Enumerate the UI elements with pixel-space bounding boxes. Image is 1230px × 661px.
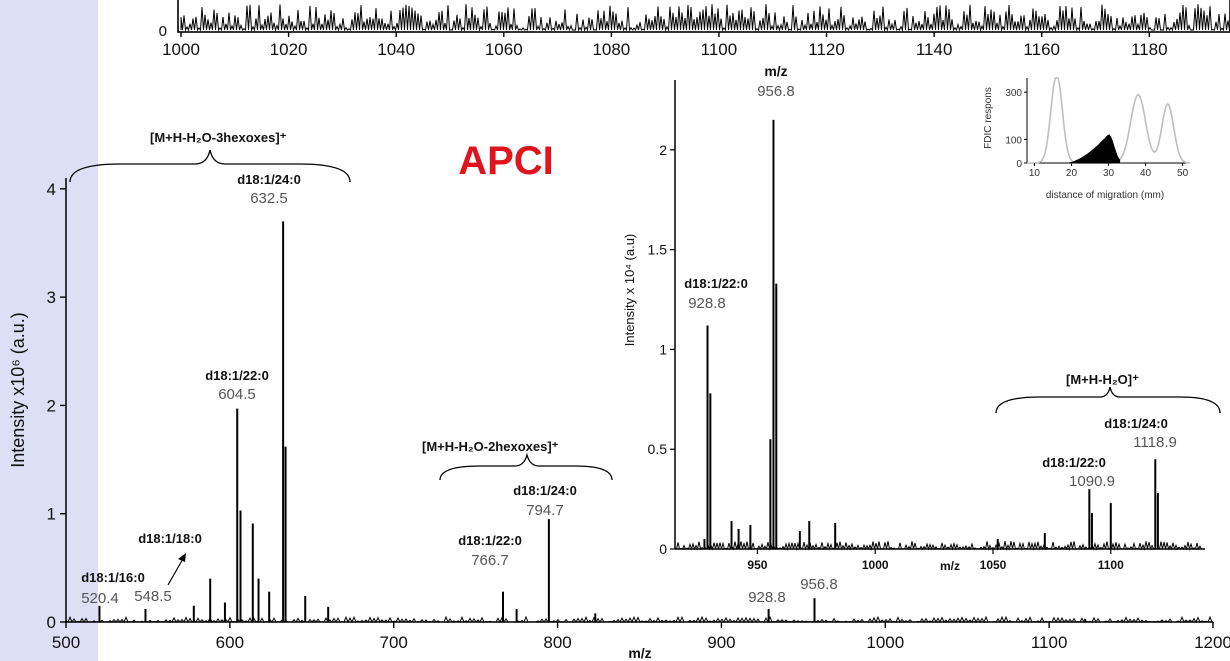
inset-x-tick-label: 950 xyxy=(747,558,767,572)
inset-y-tick-label: 0.5 xyxy=(648,441,668,457)
fdic-migration-inset: 10 20 30 40 50 0 100 300 distance of migration… xyxy=(978,70,1208,210)
inset-peak-label-name: d18:1/22:0 xyxy=(1042,455,1106,470)
fdic-x-tick-label: 30 xyxy=(1103,168,1115,179)
peak-label-name: d18:1/16:0 xyxy=(81,570,145,585)
top-strip-x-tick-label: 1060 xyxy=(485,40,523,59)
fdic-x-tick-label: 10 xyxy=(1029,168,1041,179)
top-strip-x-tick-label: 1180 xyxy=(1131,40,1168,59)
peak-arrow-head xyxy=(178,553,186,562)
inset-y-tick-label: 2 xyxy=(659,142,667,158)
apci-title: APCI xyxy=(458,139,554,183)
inset-peak-label-mz: 928.8 xyxy=(688,295,726,312)
inset-peak-label-mz: 956.8 xyxy=(757,83,795,100)
peak-label-mz: 956.8 xyxy=(800,576,838,593)
peak-label-mz: 766.7 xyxy=(471,552,509,569)
peak-label-name: d18:1/22:0 xyxy=(458,533,522,548)
inset-peak-label-mz: 1090.9 xyxy=(1069,473,1115,490)
peak-label-mz: 928.8 xyxy=(748,589,786,606)
main-y-tick-label: 4 xyxy=(47,180,56,199)
top-strip-frame xyxy=(177,0,1230,33)
inset-peak-label-name: d18:1/24:0 xyxy=(1104,416,1168,431)
top-strip-noise-trace xyxy=(180,4,1230,32)
fdic-y-tick-label: 0 xyxy=(1016,159,1022,170)
main-x-tick-label: 1000 xyxy=(866,633,904,652)
inset-y-tick-label: 1 xyxy=(659,341,667,357)
inset-x-tick-label: 1050 xyxy=(980,558,1007,572)
inset-x-tick-label: 1100 xyxy=(1098,558,1124,572)
inset-baseline-noise xyxy=(674,541,1205,551)
main-y-tick-label: 3 xyxy=(47,288,56,307)
main-y-tick-label: 2 xyxy=(47,396,56,415)
inset-peak-label-mz: 1118.9 xyxy=(1133,434,1177,451)
fdic-x-tick-label: 40 xyxy=(1140,168,1152,179)
inset-annotation-brace xyxy=(995,386,1221,414)
fdic-y-axis-label: FDIC respons xyxy=(983,87,994,149)
main-y-tick-label: 0 xyxy=(47,613,56,632)
peak-label-mz: 520.4 xyxy=(81,590,119,607)
main-x-tick-label: 700 xyxy=(380,633,408,652)
annotation-brace xyxy=(69,149,351,183)
top-strip-x-tick-label: 1100 xyxy=(701,40,738,59)
peak-label-mz: 794.7 xyxy=(526,502,564,519)
main-baseline-noise xyxy=(65,615,1213,624)
inset-x-axis-label: m/z xyxy=(940,559,960,573)
main-y-axis-label: Intensity x10⁶ (a.u.) xyxy=(8,312,28,467)
corner-panel-top xyxy=(0,0,98,14)
top-strip-spectrum: 0 1000 1020 1040 1060 1080 1100 1120 1140 1160 11… xyxy=(159,0,1230,59)
annotation-label: [M+H-H₂O-3hexoxes]⁺ xyxy=(150,130,287,145)
inset-top-label-fragment: m/z xyxy=(764,63,787,79)
top-strip-x-tick-label: 1020 xyxy=(270,40,308,59)
peak-label-name: d18:1/24:0 xyxy=(513,483,577,498)
top-strip-x-tick-label: 1160 xyxy=(1023,40,1060,59)
peak-label-mz: 548.5 xyxy=(134,588,172,605)
inset-y-tick-label: 1.5 xyxy=(648,242,668,258)
main-x-tick-label: 1100 xyxy=(1031,633,1068,652)
annotation-label: [M+H-H₂O-2hexoxes]⁺ xyxy=(422,439,559,454)
main-x-tick-label: 500 xyxy=(52,633,80,652)
inset-annotation-label: [M+H-H₂O]⁺ xyxy=(1066,372,1139,387)
main-x-axis-label: m/z xyxy=(628,645,651,661)
inset-x-tick-label: 1000 xyxy=(862,558,889,572)
corner-panel xyxy=(0,0,98,661)
inset-y-tick-label: 0 xyxy=(659,541,667,557)
peak-label-mz: 604.5 xyxy=(218,386,256,403)
annotation-brace xyxy=(439,452,613,481)
peak-label-name: d18:1/18:0 xyxy=(138,531,202,546)
peak-label-name: d18:1/22:0 xyxy=(205,368,269,383)
fdic-x-tick-label: 50 xyxy=(1177,168,1189,179)
fdic-x-axis-label: distance of migration (mm) xyxy=(1046,190,1164,201)
fdic-y-tick-label: 100 xyxy=(1005,135,1022,146)
top-strip-x-tick-label: 1140 xyxy=(916,40,953,59)
top-strip-y-tick: 0 xyxy=(159,23,167,40)
top-strip-x-tick-label: 1000 xyxy=(162,40,200,59)
peak-label-mz: 632.5 xyxy=(250,190,288,207)
main-x-tick-label: 900 xyxy=(707,633,735,652)
main-x-tick-label: 600 xyxy=(216,633,244,652)
peak-arrow xyxy=(167,556,185,586)
fdic-filled-band xyxy=(1067,134,1121,164)
top-strip-x-tick-label: 1040 xyxy=(377,40,415,59)
fdic-y-tick-label: 300 xyxy=(1005,88,1022,99)
main-y-tick-label: 1 xyxy=(47,505,56,524)
main-x-tick-label: 1200 xyxy=(1194,633,1230,652)
fdic-background xyxy=(978,70,1208,210)
fdic-x-tick-label: 20 xyxy=(1066,168,1078,179)
peak-label-name: d18:1/24:0 xyxy=(237,172,301,187)
top-strip-x-tick-label: 1080 xyxy=(592,40,630,59)
top-strip-x-tick-label: 1120 xyxy=(808,40,845,59)
main-x-tick-label: 800 xyxy=(543,633,571,652)
inset-peak-label-name: d18:1/22:0 xyxy=(684,276,748,291)
inset-y-axis-label: Intensity x 10⁴ (a.u) xyxy=(622,234,637,347)
